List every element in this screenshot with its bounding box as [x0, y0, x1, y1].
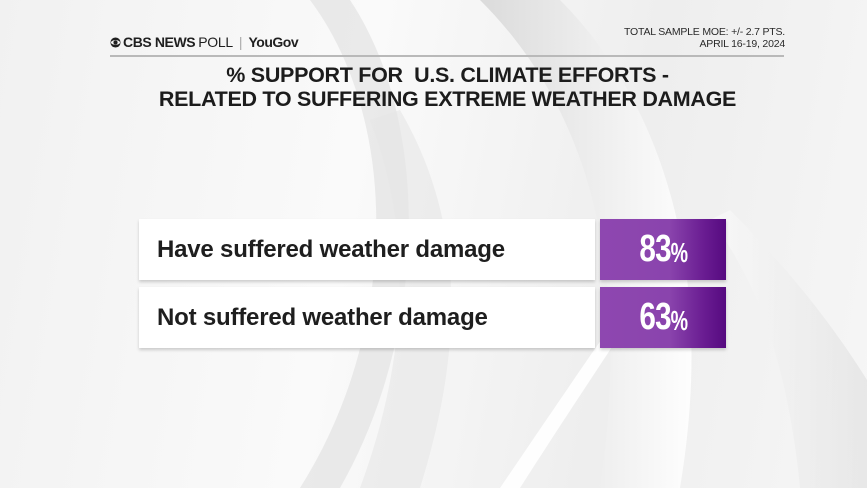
brand-separator: |	[238, 34, 243, 50]
value-number: 83	[639, 228, 671, 270]
poll-dates: APRIL 16-19, 2024	[699, 38, 785, 50]
brand-yougov: YouGov	[248, 34, 299, 50]
result-row: Not suffered weather damage 63%	[139, 287, 726, 348]
poll-meta: TOTAL SAMPLE MOE: +/- 2.7 PTS. APRIL 16-…	[624, 26, 785, 50]
value-unit: %	[670, 304, 688, 336]
cbs-eye-icon	[110, 36, 121, 48]
title-line-1: % SUPPORT FOR U.S. CLIMATE EFFORTS -	[226, 63, 669, 87]
header-divider	[110, 55, 784, 57]
brand-cbs-news: CBS NEWS	[123, 34, 196, 50]
margin-of-error: TOTAL SAMPLE MOE: +/- 2.7 PTS.	[624, 26, 785, 38]
brand-logo: CBS NEWS POLL | YouGov	[110, 34, 299, 50]
row-label: Not suffered weather damage	[139, 287, 595, 348]
row-value: 83%	[600, 219, 726, 280]
brand-poll: POLL	[198, 34, 233, 50]
chart-title: % SUPPORT FOR U.S. CLIMATE EFFORTS - REL…	[100, 63, 795, 111]
value-unit: %	[670, 236, 688, 268]
row-value: 63%	[600, 287, 726, 348]
title-line-2: RELATED TO SUFFERING EXTREME WEATHER DAM…	[158, 87, 737, 111]
row-label: Have suffered weather damage	[139, 219, 595, 280]
value-number: 63	[639, 296, 671, 338]
result-row: Have suffered weather damage 83%	[139, 219, 726, 280]
